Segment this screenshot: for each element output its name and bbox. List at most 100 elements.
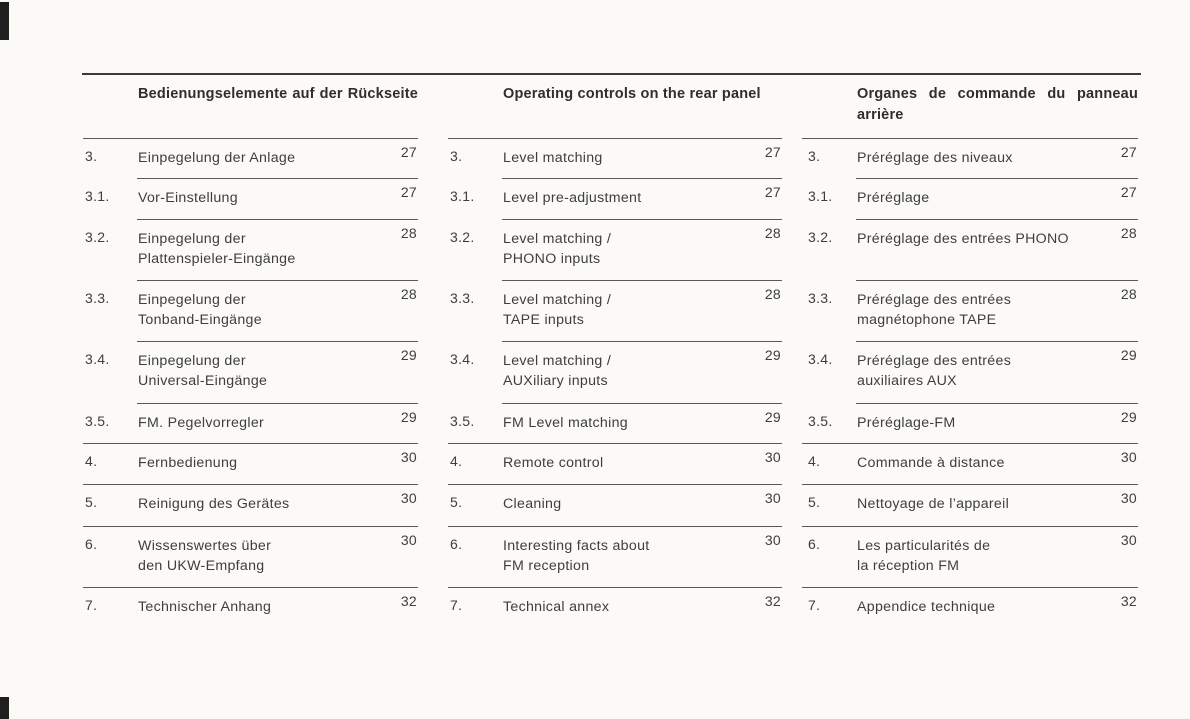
section-title: Préréglage des niveaux — [857, 148, 1098, 168]
row-separator-rule — [856, 280, 1138, 281]
section-title: Interesting facts about FM reception — [503, 536, 742, 576]
section-number: 3.3. — [85, 290, 110, 306]
section-title: Technischer Anhang — [138, 597, 378, 617]
section-title-line: Level pre-adjustment — [503, 190, 642, 206]
section-title-line: Einpegelung der Anlage — [138, 150, 296, 166]
toc-column-de: Bedienungselemente auf der Rückseite 3. Ei… — [83, 0, 418, 719]
page-number: 27 — [1120, 144, 1137, 160]
toc-row: 5. Cleaning 30 — [448, 484, 782, 526]
toc-row: 3.1. Level pre-adjustment 27 — [448, 178, 782, 219]
page-number: 27 — [764, 184, 781, 200]
page-number: 27 — [400, 184, 417, 200]
scan-mark-top-icon — [0, 2, 9, 40]
page-number: 30 — [764, 449, 781, 465]
row-separator-rule — [83, 443, 418, 444]
row-separator-rule — [502, 341, 782, 342]
toc-row: 3.4. Level matching / AUXiliary inputs 29 — [448, 341, 782, 403]
row-separator-rule — [448, 526, 782, 527]
section-number: 6. — [450, 536, 463, 552]
section-number: 3.4. — [85, 351, 110, 367]
row-separator-rule — [137, 219, 418, 220]
row-separator-rule — [502, 403, 782, 404]
page-number: 30 — [764, 532, 781, 548]
section-number: 3.5. — [808, 413, 833, 429]
section-title-line: Wissenswertes über — [138, 538, 272, 554]
page-number: 32 — [764, 593, 781, 609]
section-title-line: Préréglage des entrées — [857, 353, 1012, 369]
toc-row: 3.3. Préréglage des entrées magnétophone T… — [802, 280, 1138, 341]
page-number: 29 — [1120, 347, 1137, 363]
column-heading-line: Organes de commande du panneau — [857, 86, 1138, 102]
section-title-line: Préréglage des entrées — [857, 292, 1012, 308]
section-title-line: magnétophone TAPE — [857, 312, 997, 328]
section-title: Einpegelung der Tonband-Eingänge — [138, 290, 378, 330]
row-separator-rule — [802, 443, 1138, 444]
section-number: 3.1. — [450, 188, 475, 204]
section-number: 3.2. — [85, 229, 110, 245]
toc-row: 3.1. Vor-Einstellung 27 — [83, 178, 418, 219]
row-separator-rule — [83, 526, 418, 527]
section-number: 3. — [808, 148, 821, 164]
section-title: Préréglage-FM — [857, 413, 1098, 433]
section-number: 6. — [808, 536, 821, 552]
section-number: 4. — [85, 453, 98, 469]
toc-row: 3. Préréglage des niveaux 27 — [802, 138, 1138, 178]
section-title-line: Commande à distance — [857, 455, 1005, 471]
row-separator-rule — [448, 443, 782, 444]
page-number: 29 — [1120, 409, 1137, 425]
row-separator-rule — [448, 138, 782, 139]
section-title-line: AUXiliary inputs — [503, 373, 608, 389]
section-title-line: Einpegelung der — [138, 231, 246, 247]
row-separator-rule — [802, 484, 1138, 485]
section-title-line: FM. Pegelvorregler — [138, 415, 265, 431]
section-title: Commande à distance — [857, 453, 1098, 473]
section-title: FM. Pegelvorregler — [138, 413, 378, 433]
section-title: Remote control — [503, 453, 742, 473]
section-number: 3. — [85, 148, 98, 164]
section-title: Préréglage des entrées auxiliaires AUX — [857, 351, 1098, 391]
section-number: 5. — [450, 494, 463, 510]
section-title: Level matching — [503, 148, 742, 168]
section-title-line: Plattenspieler-Eingänge — [138, 251, 296, 267]
page-number: 28 — [764, 286, 781, 302]
section-title-line: auxiliaires AUX — [857, 373, 957, 389]
page-number: 28 — [764, 225, 781, 241]
section-title-line: Reinigung des Gerätes — [138, 496, 290, 512]
section-title: Appendice technique — [857, 597, 1098, 617]
page-number: 28 — [400, 225, 417, 241]
toc-row: 4. Commande à distance 30 — [802, 443, 1138, 484]
row-separator-rule — [802, 138, 1138, 139]
section-title-line: Technical annex — [503, 599, 610, 615]
row-separator-rule — [448, 587, 782, 588]
toc-column-en: Operating controls on the rear panel 3. Le… — [448, 0, 782, 719]
toc-rows-fr: 3. Préréglage des niveaux 27 3.1. Préréglage… — [802, 138, 1138, 632]
page-number: 28 — [400, 286, 417, 302]
page-number: 32 — [400, 593, 417, 609]
toc-row: 3. Einpegelung der Anlage 27 — [83, 138, 418, 178]
section-number: 3.2. — [808, 229, 833, 245]
section-title-line: Préréglage des niveaux — [857, 150, 1013, 166]
page-number: 29 — [764, 409, 781, 425]
row-separator-rule — [802, 587, 1138, 588]
toc-rows-de: 3. Einpegelung der Anlage 27 3.1. Vor-Einste… — [83, 138, 418, 632]
page-number: 30 — [1120, 490, 1137, 506]
section-title: Reinigung des Gerätes — [138, 494, 378, 514]
row-separator-rule — [856, 219, 1138, 220]
section-title: Level matching / PHONO inputs — [503, 229, 742, 269]
section-title-line: Technischer Anhang — [138, 599, 272, 615]
toc-row: 4. Fernbedienung 30 — [83, 443, 418, 484]
row-separator-rule — [856, 341, 1138, 342]
toc-row: 7. Technischer Anhang 32 — [83, 587, 418, 632]
section-title-line: PHONO inputs — [503, 251, 601, 267]
row-separator-rule — [137, 403, 418, 404]
section-title-line: Remote control — [503, 455, 604, 471]
toc-row: 3. Level matching 27 — [448, 138, 782, 178]
row-separator-rule — [83, 484, 418, 485]
section-title-line: FM Level matching — [503, 415, 628, 431]
section-title-line: Nettoyage de l’appareil — [857, 496, 1010, 512]
section-title: Préréglage des entrées PHONO — [857, 229, 1098, 249]
page-number: 30 — [400, 449, 417, 465]
toc-row: 7. Technical annex 32 — [448, 587, 782, 632]
page-number: 32 — [1120, 593, 1137, 609]
